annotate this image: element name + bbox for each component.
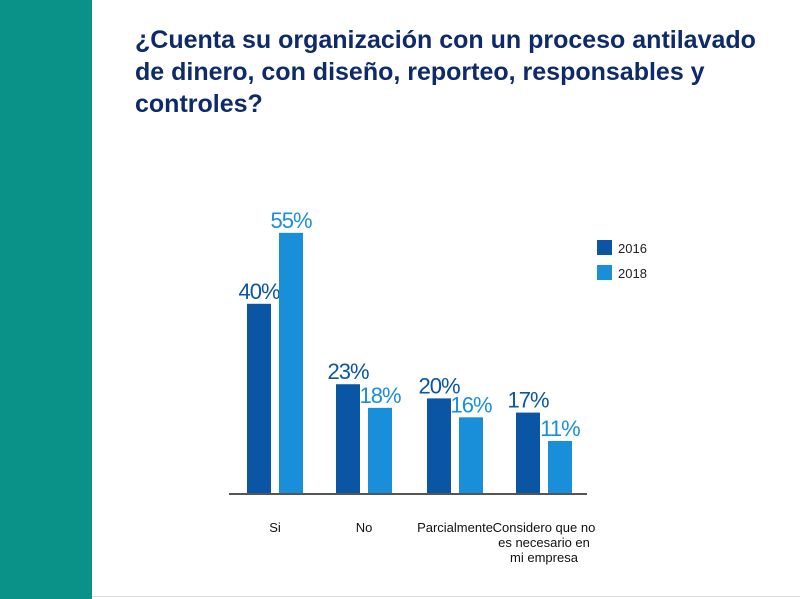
chart-title: ¿Cuenta su organización con un proceso a… [135,26,756,118]
bar-2016-1 [336,384,360,493]
category-label-1-0: No [356,520,373,535]
value-label-2016-3: 17% [507,388,548,413]
value-label-2016-1: 23% [327,359,368,384]
category-label-0-0: Si [269,520,281,535]
value-label-2016-2: 20% [418,373,459,398]
value-label-2018-0: 55% [270,208,311,233]
bar-2018-2 [459,417,483,493]
bar-2018-0 [279,232,303,493]
legend-label-2016: 2016 [618,241,647,256]
category-label-3-2: mi empresa [510,550,579,565]
category-label-2-0: Parcialmente [417,520,493,535]
value-label-2018-3: 11% [540,416,580,441]
bar-2018-3 [548,440,572,493]
legend-label-2018: 2018 [618,266,647,281]
bar-2016-0 [247,303,271,493]
value-label-2016-0: 40% [238,279,279,304]
teal-side-bar [0,0,92,599]
bar-2018-1 [368,407,392,493]
category-label-3-0: Considero que no [493,520,596,535]
bottom-divider [92,596,800,597]
bar-2016-3 [516,412,540,493]
legend-swatch-2016 [597,240,612,255]
bar-2016-2 [427,398,451,493]
value-label-2018-2: 16% [450,392,491,417]
legend-swatch-2018 [597,265,612,280]
category-label-3-1: es necesario en [498,535,590,550]
value-label-2018-1: 18% [359,383,400,408]
